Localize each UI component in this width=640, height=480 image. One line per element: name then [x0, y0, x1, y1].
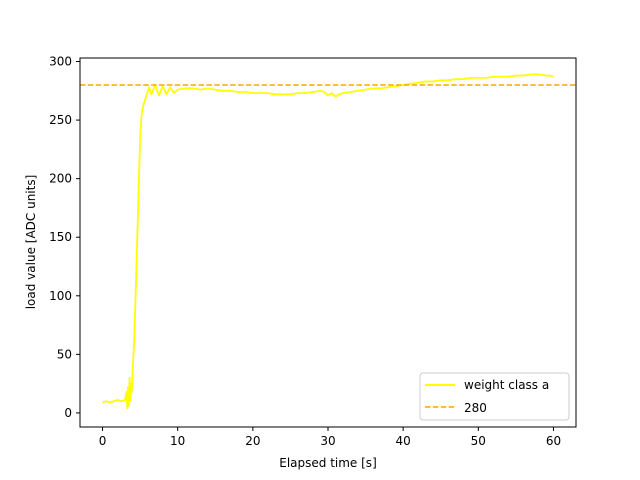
y-axis-label: load value [ADC units]	[24, 175, 38, 310]
x-axis-ticks: 0 10 20 30 40 50 60	[99, 427, 561, 448]
y-tick-label-5: 250	[49, 113, 72, 127]
legend-box	[419, 372, 570, 421]
y-tick-label-0: 0	[64, 406, 72, 420]
x-tick-label-1: 10	[170, 434, 185, 448]
x-tick-label-3: 30	[320, 434, 335, 448]
x-axis-label: Elapsed time [s]	[279, 456, 377, 470]
series-line-0	[102, 73, 554, 410]
x-tick-label-4: 40	[396, 434, 411, 448]
y-tick-label-3: 150	[49, 230, 72, 244]
y-tick-label-2: 100	[49, 289, 72, 303]
x-tick-label-0: 0	[99, 434, 107, 448]
x-tick-label-2: 20	[245, 434, 260, 448]
y-tick-label-4: 200	[49, 172, 72, 186]
legend: weight class a 280	[419, 372, 570, 421]
legend-label-series-1: 280	[464, 401, 487, 415]
y-tick-label-1: 50	[57, 347, 72, 361]
data-layer	[80, 73, 576, 410]
x-tick-label-6: 60	[546, 434, 561, 448]
y-tick-label-6: 300	[49, 55, 72, 69]
legend-label-series-0: weight class a	[464, 378, 549, 392]
plot-background	[80, 58, 576, 427]
x-tick-label-5: 50	[471, 434, 486, 448]
y-axis-ticks: 0 50 100 150 200 250 300	[49, 55, 80, 420]
